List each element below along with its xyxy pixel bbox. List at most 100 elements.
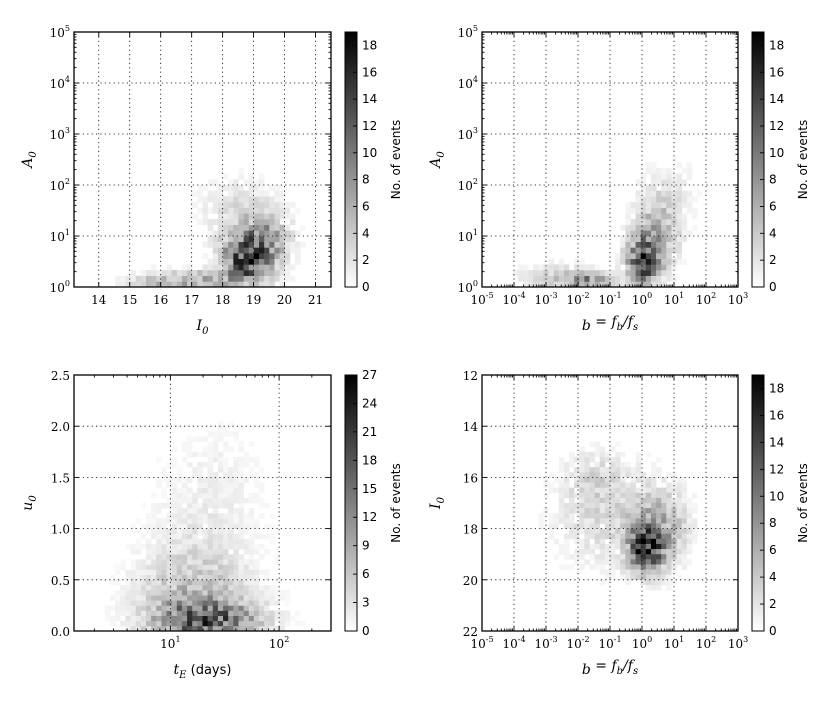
heatmap-cell <box>274 202 280 209</box>
heatmap-cell <box>202 492 208 499</box>
heatmap-cell <box>274 190 280 197</box>
heatmap-cell <box>192 579 198 586</box>
heatmap-cell <box>666 213 672 220</box>
heatmap-cell <box>289 230 296 237</box>
heatmap-cell <box>207 264 214 271</box>
heatmap-cell <box>661 559 667 565</box>
heatmap-cell <box>223 275 229 282</box>
heatmap-cell <box>635 554 642 560</box>
heatmap-cell <box>212 549 219 555</box>
heatmap-cell <box>264 253 270 260</box>
heatmap-cell <box>676 162 683 169</box>
heatmap-cell <box>176 590 183 596</box>
heatmap-cell <box>156 477 162 483</box>
heatmap-cell <box>228 446 234 453</box>
heatmap-cell <box>161 543 167 550</box>
heatmap-cell <box>589 275 595 282</box>
heatmap-cell <box>202 538 208 545</box>
heatmap-cell <box>197 543 203 550</box>
heatmap-cell <box>259 213 265 220</box>
heatmap-cell <box>563 543 570 550</box>
heatmap-cell <box>223 584 229 591</box>
heatmap-cell <box>135 605 142 611</box>
heatmap-cell <box>656 584 662 591</box>
heatmap-cell <box>115 579 121 586</box>
heatmap-cell <box>563 503 570 509</box>
heatmap-cell <box>140 523 147 529</box>
heatmap-cell <box>666 584 672 591</box>
heatmap-cell <box>604 472 611 478</box>
heatmap-cell <box>243 538 250 545</box>
heatmap-cell <box>228 564 234 570</box>
heatmap-cell <box>212 258 219 265</box>
heatmap-cell <box>579 270 585 277</box>
heatmap-cell <box>197 477 203 483</box>
heatmap-cell <box>686 543 693 550</box>
heatmap-cell <box>579 281 585 288</box>
heatmap-cell <box>579 482 585 488</box>
heatmap-cell <box>676 253 683 260</box>
heatmap-cell <box>187 574 193 581</box>
heatmap-cell <box>630 533 636 540</box>
heatmap-cell <box>212 523 219 529</box>
heatmap-cell <box>248 590 255 596</box>
heatmap-cell <box>166 590 173 596</box>
heatmap-cell <box>253 518 260 524</box>
heatmap-cell <box>212 202 219 209</box>
x-tick-label: 102 <box>696 291 716 307</box>
heatmap-cell <box>248 605 255 611</box>
heatmap-cell <box>238 482 244 488</box>
heatmap-cell <box>228 584 234 591</box>
heatmap-cell <box>274 554 280 560</box>
heatmap-cell <box>109 620 116 627</box>
heatmap-cell <box>181 615 188 622</box>
heatmap-cell <box>661 185 667 192</box>
colorbar-tick-label: 10 <box>769 489 784 503</box>
heatmap-cell <box>650 513 657 519</box>
heatmap-cell <box>217 281 224 288</box>
heatmap-cell <box>691 518 698 524</box>
heatmap-cell <box>238 258 244 265</box>
heatmap-cell <box>528 275 534 282</box>
heatmap-cell <box>630 219 636 226</box>
heatmap-cell <box>166 518 173 524</box>
heatmap-cell <box>228 202 234 209</box>
heatmap-cell <box>243 523 250 529</box>
heatmap-cell <box>584 528 590 535</box>
heatmap-cell <box>569 497 575 504</box>
heatmap-cell <box>579 518 585 524</box>
heatmap-cell <box>212 610 219 616</box>
heatmap-cell <box>656 456 662 463</box>
heatmap-cell <box>579 538 585 545</box>
heatmap-cell <box>681 503 688 509</box>
heatmap-cell <box>238 559 244 565</box>
heatmap-cell <box>238 190 244 197</box>
heatmap-cell <box>233 207 239 214</box>
heatmap-cell <box>615 462 621 468</box>
heatmap-cell <box>625 574 631 581</box>
heatmap-cell <box>212 190 219 197</box>
heatmap-cell <box>181 456 188 463</box>
heatmap-cell <box>264 202 270 209</box>
heatmap-cell <box>579 264 585 271</box>
heatmap-cell <box>166 482 173 488</box>
heatmap-cell <box>166 569 173 576</box>
heatmap-cell <box>615 564 621 570</box>
heatmap-cell <box>676 497 683 504</box>
heatmap-cell <box>140 584 147 591</box>
heatmap-cell <box>223 564 229 570</box>
heatmap-cell <box>171 523 178 529</box>
heatmap-cell <box>650 497 657 504</box>
heatmap-cell <box>253 472 260 478</box>
heatmap-cell <box>125 595 131 601</box>
heatmap-cell <box>279 230 286 237</box>
heatmap-cell <box>543 508 549 514</box>
heatmap-cell <box>650 173 657 180</box>
chart-panel-4: 10-5 10-4 10-3 10-2 10-1 100 101 102 10312141618… <box>428 369 810 678</box>
heatmap-cell <box>176 503 183 509</box>
heatmap-cell <box>253 179 260 186</box>
heatmap-cell <box>640 270 647 277</box>
heatmap-cell <box>238 600 244 606</box>
heatmap-cell <box>548 270 555 277</box>
heatmap-cell <box>579 258 585 265</box>
